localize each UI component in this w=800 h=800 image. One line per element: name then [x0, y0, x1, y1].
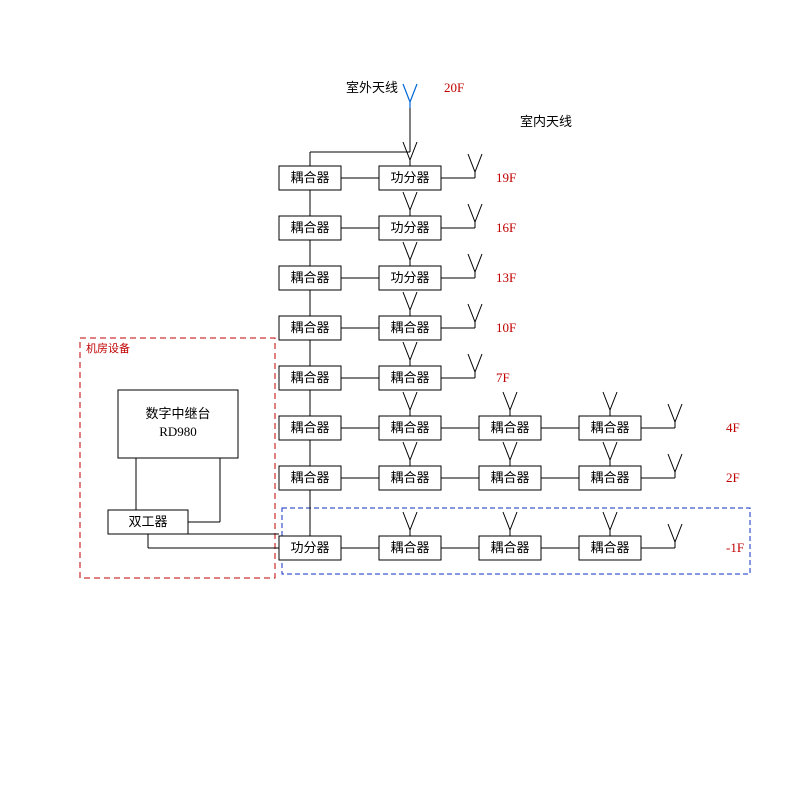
- repeater-line1: 数字中继台: [145, 406, 210, 421]
- floor-label-19F: 19F: [496, 170, 516, 185]
- coupler-c3--1F-label: 耦合器: [490, 540, 529, 555]
- indoor-antenna-end-13F: [468, 254, 482, 278]
- floor-label-16F: 16F: [496, 220, 516, 235]
- indoor-antenna-end--1F: [668, 524, 682, 548]
- indoor-antenna-c3--1F: [503, 512, 517, 536]
- indoor-antenna-c4--1F: [603, 512, 617, 536]
- indoor-antenna-end-7F: [468, 354, 482, 378]
- duplexer-label: 双工器: [128, 514, 167, 529]
- floor-label-2F: 2F: [726, 470, 740, 485]
- coupler-c4-2F-label: 耦合器: [590, 470, 629, 485]
- coupler-c1-4F-label: 耦合器: [290, 420, 329, 435]
- coupler-c2-7F-label: 耦合器: [390, 370, 429, 385]
- coupler-c2-10F-label: 耦合器: [390, 320, 429, 335]
- coupler-c1-2F-label: 耦合器: [290, 470, 329, 485]
- repeater-line2: RD980: [159, 424, 197, 439]
- indoor-antenna-c2-2F: [403, 442, 417, 466]
- splitter-c2-16F-label: 功分器: [390, 220, 429, 235]
- splitter-c2-19F-label: 功分器: [390, 170, 429, 185]
- indoor-antenna-label: 室内天线: [520, 114, 572, 129]
- splitter-c1--1F-label: 功分器: [290, 540, 329, 555]
- coupler-c1-16F-label: 耦合器: [290, 220, 329, 235]
- indoor-antenna-end-16F: [468, 204, 482, 228]
- floor-label--1F: -1F: [726, 540, 744, 555]
- machine-room-label: 机房设备: [86, 341, 130, 355]
- indoor-antenna-end-4F: [668, 404, 682, 428]
- indoor-antenna-c2-10F: [403, 292, 417, 316]
- indoor-antenna-c3-2F: [503, 442, 517, 466]
- indoor-antenna-end-2F: [668, 454, 682, 478]
- coupler-c1-7F-label: 耦合器: [290, 370, 329, 385]
- coupler-c3-4F-label: 耦合器: [490, 420, 529, 435]
- indoor-antenna-c2-7F: [403, 342, 417, 366]
- indoor-antenna-c2-4F: [403, 392, 417, 416]
- floor-20f: 20F: [444, 80, 464, 95]
- outdoor-antenna-label: 室外天线: [346, 80, 398, 95]
- indoor-antenna-end-19F: [468, 154, 482, 178]
- floor-label-13F: 13F: [496, 270, 516, 285]
- indoor-antenna-c2-13F: [403, 242, 417, 266]
- coupler-c4--1F-label: 耦合器: [590, 540, 629, 555]
- indoor-antenna-c4-4F: [603, 392, 617, 416]
- indoor-antenna-c2--1F: [403, 512, 417, 536]
- coupler-c2-2F-label: 耦合器: [390, 470, 429, 485]
- indoor-antenna-c4-2F: [603, 442, 617, 466]
- indoor-antenna-end-10F: [468, 304, 482, 328]
- coupler-c1-10F-label: 耦合器: [290, 320, 329, 335]
- coupler-c4-4F-label: 耦合器: [590, 420, 629, 435]
- floor-label-10F: 10F: [496, 320, 516, 335]
- coupler-c1-19F-label: 耦合器: [290, 170, 329, 185]
- coupler-c2--1F-label: 耦合器: [390, 540, 429, 555]
- coupler-c3-2F-label: 耦合器: [490, 470, 529, 485]
- splitter-c2-13F-label: 功分器: [390, 270, 429, 285]
- coupler-c2-4F-label: 耦合器: [390, 420, 429, 435]
- floor-label-7F: 7F: [496, 370, 510, 385]
- coupler-c1-13F-label: 耦合器: [290, 270, 329, 285]
- outdoor-antenna-icon: [403, 84, 417, 108]
- indoor-antenna-c2-16F: [403, 192, 417, 216]
- floor-label-4F: 4F: [726, 420, 740, 435]
- indoor-antenna-c3-4F: [503, 392, 517, 416]
